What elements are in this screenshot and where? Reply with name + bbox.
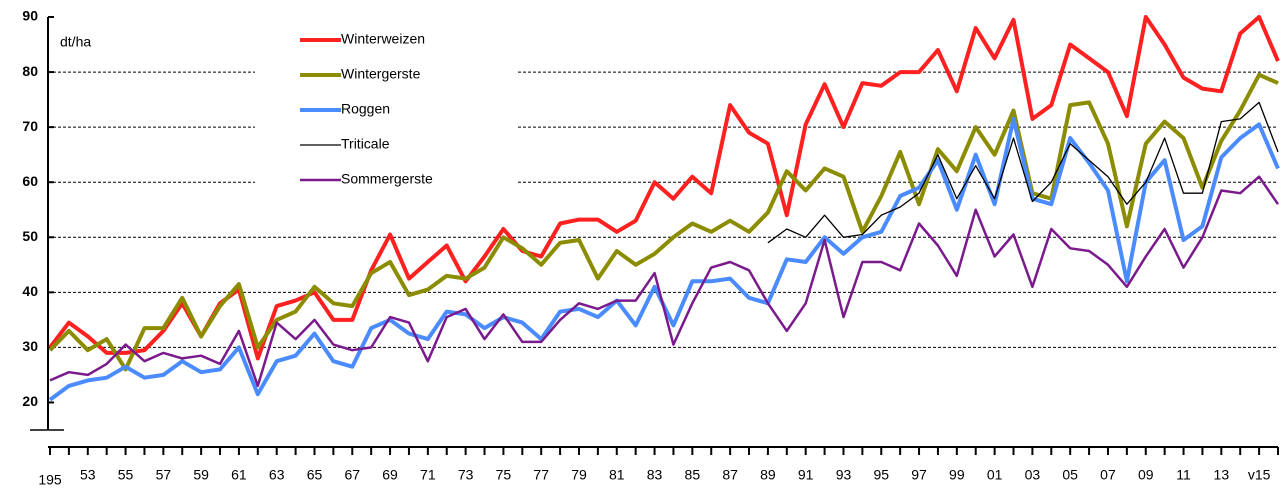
- x-tick-label: 73: [458, 467, 474, 483]
- x-tick-label: 01: [987, 467, 1003, 483]
- legend-label: Triticale: [341, 136, 390, 152]
- series-line: [49, 175, 1280, 388]
- y-tick-label: 50: [22, 228, 38, 244]
- x-tick-label: 79: [571, 467, 587, 483]
- x-tick-label: 81: [609, 467, 625, 483]
- x-tick-label: 77: [533, 467, 549, 483]
- x-tick-label: 13: [1214, 467, 1230, 483]
- x-tick-label: 69: [382, 467, 398, 483]
- x-tick-label: 63: [269, 467, 285, 483]
- x-tick-label: 195: [38, 472, 62, 488]
- y-tick-label: 70: [22, 118, 38, 134]
- x-tick-label: 57: [156, 467, 172, 483]
- series-line: [48, 15, 1280, 361]
- y-tick-label: 20: [22, 393, 38, 409]
- legend-label: Wintergerste: [341, 66, 421, 82]
- x-tick-label: 93: [836, 467, 852, 483]
- x-tick-label: 53: [80, 467, 96, 483]
- x-tick-label: 59: [193, 467, 209, 483]
- y-tick-label: 30: [22, 338, 38, 354]
- legend-label: Sommergerste: [341, 171, 433, 187]
- x-tick-label: 65: [307, 467, 323, 483]
- series-line: [48, 72, 1279, 372]
- x-tick-label: 89: [760, 467, 776, 483]
- x-tick-label: 71: [420, 467, 436, 483]
- x-tick-label: 11: [1176, 467, 1191, 483]
- x-tick-label: 67: [344, 467, 360, 483]
- y-unit-label: dt/ha: [60, 34, 91, 50]
- x-tick-label: v15: [1248, 467, 1271, 483]
- series-line: [48, 116, 1280, 402]
- y-tick-label: 40: [22, 283, 38, 299]
- x-tick-label: 85: [685, 467, 701, 483]
- x-tick-label: 97: [911, 467, 927, 483]
- x-tick-label: 55: [118, 467, 134, 483]
- x-tick-label: 61: [231, 467, 247, 483]
- x-tick-label: 07: [1100, 467, 1116, 483]
- y-tick-label: 80: [22, 63, 38, 79]
- x-tick-label: 91: [798, 467, 814, 483]
- legend-background: [255, 22, 518, 194]
- series-line: [767, 101, 1279, 244]
- legend-label: Roggen: [341, 101, 390, 117]
- y-tick-label: 60: [22, 173, 38, 189]
- y-tick-label: 90: [22, 8, 38, 24]
- x-tick-label: 05: [1062, 467, 1078, 483]
- x-tick-label: 09: [1138, 467, 1154, 483]
- legend-label: Winterweizen: [341, 31, 425, 47]
- x-tick-label: 87: [722, 467, 738, 483]
- x-tick-label: 83: [647, 467, 663, 483]
- x-tick-label: 03: [1025, 467, 1041, 483]
- x-tick-label: 99: [949, 467, 965, 483]
- x-tick-label: 75: [496, 467, 512, 483]
- x-tick-label: 95: [873, 467, 889, 483]
